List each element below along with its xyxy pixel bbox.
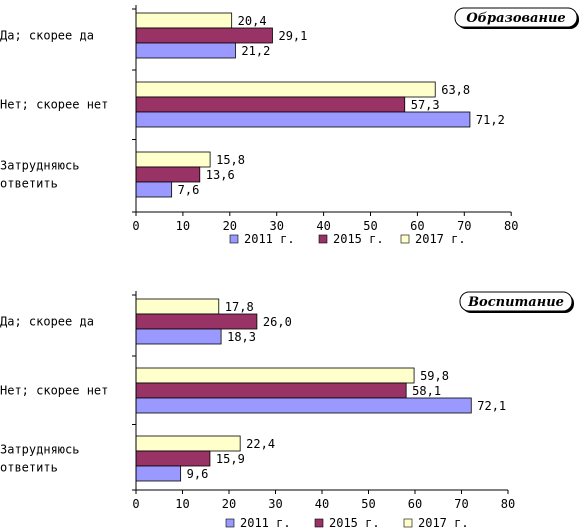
chart1-value-label: 15,8 <box>216 153 245 167</box>
chart1-x-tick-label: 60 <box>410 219 424 233</box>
chart2-legend-swatch <box>225 518 235 528</box>
chart2-bar-2017-2 <box>135 367 415 384</box>
chart2-value-label: 58,1 <box>412 384 441 398</box>
chart2-bar-2011-1 <box>135 328 222 345</box>
chart2-bar-2011-3 <box>135 465 182 482</box>
chart2-category-label: Да; скорее да <box>0 315 94 329</box>
chart1-x-tick-label: 30 <box>269 219 283 233</box>
chart2-legend-label: 2015 г. <box>329 516 380 530</box>
chart1-bar-2017-3 <box>135 151 211 168</box>
chart1-x-tick-label: 50 <box>363 219 377 233</box>
chart2-bar-2015-3 <box>135 450 211 467</box>
chart2-value-label: 17,8 <box>225 300 254 314</box>
chart2-x-tick-label: 80 <box>501 497 515 511</box>
chart1-value-label: 13,6 <box>206 168 235 182</box>
chart2-bar-2015-1 <box>135 313 258 330</box>
chart1-x-tick-label: 0 <box>132 219 139 233</box>
chart2-bar-2015-2 <box>135 382 407 399</box>
chart1-bar-2015-2 <box>135 96 406 113</box>
chart2-x-tick-label: 20 <box>222 497 236 511</box>
chart1-bar-2011-3 <box>135 181 173 198</box>
chart1-legend-label: 2017 г. <box>415 232 466 246</box>
chart1-title: Образование <box>466 11 565 26</box>
chart2-x-tick-label: 0 <box>132 497 139 511</box>
chart2-legend-swatch <box>403 518 413 528</box>
chart1-bar-2011-2 <box>135 111 471 128</box>
chart2-x-tick-label: 40 <box>315 497 329 511</box>
chart1-title-box <box>454 7 578 28</box>
chart2-legend-swatch <box>314 518 324 528</box>
chart2-value-label: 72,1 <box>477 399 506 413</box>
chart1-x-tick-label: 80 <box>504 219 518 233</box>
chart2-category-label: Нет; скорее нет <box>0 384 108 398</box>
chart2-x-tick-label: 70 <box>454 497 468 511</box>
chart1-bar-2015-1 <box>135 27 273 44</box>
chart1-bar-2011-1 <box>135 42 236 59</box>
chart2-value-label: 26,0 <box>263 315 292 329</box>
chart1-x-tick-label: 40 <box>316 219 330 233</box>
chart1-legend-swatch <box>229 234 239 244</box>
chart2-value-label: 9,6 <box>187 467 209 481</box>
chart2-bar-2017-1 <box>135 298 220 315</box>
chart1-legend-label: 2015 г. <box>333 232 384 246</box>
chart2-value-label: 18,3 <box>227 330 256 344</box>
chart1-category-label: ответить <box>0 177 58 191</box>
chart1-value-label: 63,8 <box>441 83 470 97</box>
chart1-legend-swatch <box>318 234 328 244</box>
chart1-category-label: Нет; скорее нет <box>0 98 108 112</box>
chart2-title-box <box>459 291 573 312</box>
chart1-value-label: 29,1 <box>278 29 307 43</box>
chart2-title: Воспитание <box>467 295 564 310</box>
chart2-x-tick-label: 10 <box>175 497 189 511</box>
chart1-x-tick-label: 10 <box>176 219 190 233</box>
chart1-value-label: 57,3 <box>411 98 440 112</box>
chart1-value-label: 71,2 <box>476 113 505 127</box>
chart1-category-label: Затрудняюсь <box>0 159 79 173</box>
chart1-bar-2017-2 <box>135 81 436 98</box>
chart1-value-label: 7,6 <box>178 183 200 197</box>
chart2-x-tick-label: 50 <box>361 497 375 511</box>
chart1-bar-2015-3 <box>135 166 201 183</box>
chart1-category-label: Да; скорее да <box>0 29 94 43</box>
chart2-value-label: 22,4 <box>246 437 275 451</box>
chart1-value-label: 20,4 <box>238 14 267 28</box>
chart2-bar-2011-2 <box>135 397 472 414</box>
chart1-legend-label: 2011 г. <box>244 232 295 246</box>
chart2-legend-label: 2017 г. <box>418 516 469 530</box>
chart2-x-tick-label: 60 <box>408 497 422 511</box>
chart1-value-label: 21,2 <box>241 44 270 58</box>
chart1-x-tick-label: 20 <box>223 219 237 233</box>
chart2-legend-label: 2011 г. <box>240 516 291 530</box>
chart2-x-tick-label: 30 <box>268 497 282 511</box>
chart2-category-label: Затрудняюсь <box>0 443 79 457</box>
chart2-value-label: 59,8 <box>420 369 449 383</box>
chart1-x-tick-label: 70 <box>457 219 471 233</box>
chart1-bar-2017-1 <box>135 12 233 29</box>
chart2-bar-2017-3 <box>135 435 241 452</box>
chart2-value-label: 15,9 <box>216 452 245 466</box>
chart1-legend-swatch <box>400 234 410 244</box>
chart2-category-label: ответить <box>0 461 58 475</box>
